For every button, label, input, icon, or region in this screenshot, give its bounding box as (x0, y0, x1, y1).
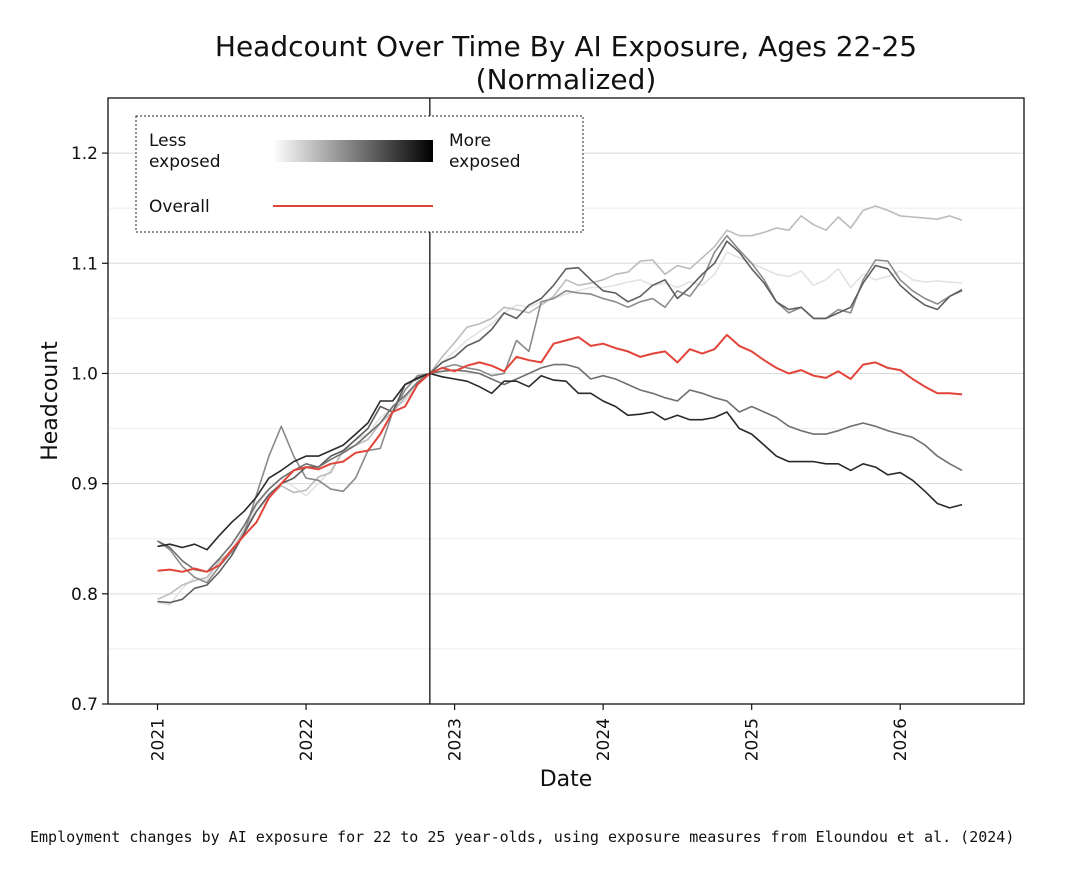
series-line-exposure-1 (157, 251, 963, 606)
series-line-exposure-2 (157, 205, 963, 601)
chart-subtitle: (Normalized) (476, 63, 657, 96)
plot-frame (107, 97, 1025, 705)
y-tick-label: 1.0 (71, 364, 98, 384)
y-axis-ticks: 0.7 0.8 0.9 1.0 1.1 1.2 (71, 144, 108, 715)
legend-more-exposed-label: More exposed (449, 131, 521, 172)
series-line-exposure-6 (157, 372, 963, 551)
x-tick-label: 2022 (297, 718, 317, 761)
y-tick-label: 1.2 (71, 144, 98, 164)
y-tick-label: 0.7 (71, 695, 98, 715)
plot-lines (157, 205, 963, 606)
series-line-exposure-4 (157, 240, 963, 604)
legend-overall-label: Overall (149, 197, 210, 217)
legend-less-exposed-label: Less exposed (149, 131, 221, 172)
x-axis-ticks: 2021 2022 2023 2024 2025 2026 (149, 704, 911, 761)
line-chart: Headcount Over Time By AI Exposure, Ages… (38, 30, 1025, 792)
series-line-overall (157, 333, 963, 573)
legend-exposure-gradient (273, 140, 433, 162)
legend-box (135, 115, 584, 233)
x-tick-label: 2023 (446, 718, 466, 761)
figure-caption: Employment changes by AI exposure for 22… (30, 828, 1015, 846)
series-line-exposure-5 (157, 363, 963, 573)
y-tick-label: 0.9 (71, 475, 98, 495)
x-tick-label: 2024 (594, 718, 614, 761)
x-tick-label: 2025 (743, 718, 763, 761)
y-tick-label: 0.8 (71, 585, 98, 605)
x-tick-label: 2026 (891, 718, 911, 761)
y-axis-label: Headcount (38, 341, 63, 461)
x-tick-label: 2021 (149, 718, 169, 761)
chart-title: Headcount Over Time By AI Exposure, Ages… (215, 30, 917, 63)
legend: Less exposed More exposed Overall (135, 115, 584, 233)
y-tick-label: 1.1 (71, 254, 98, 274)
x-axis-label: Date (540, 767, 593, 792)
